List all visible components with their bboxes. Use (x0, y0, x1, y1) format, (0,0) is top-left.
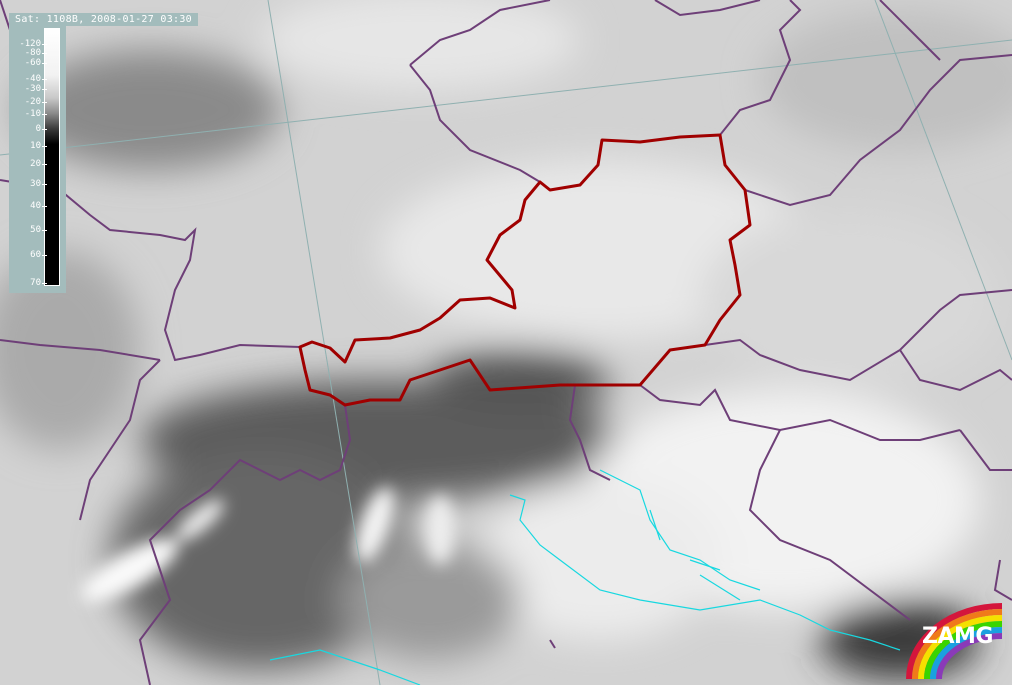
legend-tick: -60 (24, 58, 48, 68)
zamg-logo-text: ZAMG (922, 624, 993, 649)
legend-tick: 40 (30, 201, 47, 211)
austria-border (298, 133, 752, 407)
color-scale-bar (44, 28, 60, 286)
color-scale-legend: -120 -80 -60 -40 -30 -20 -10 0 10 20 30 … (9, 26, 66, 293)
legend-tick: 60 (30, 250, 47, 260)
legend-tick: 30 (30, 179, 47, 189)
legend-tick: 0 (35, 124, 48, 134)
zamg-rainbow-logo (906, 603, 1002, 679)
legend-tick: -80 (24, 48, 48, 58)
legend-tick: 70 (30, 278, 47, 288)
legend-tick: 20 (30, 159, 47, 169)
legend-tick: -10 (24, 109, 48, 119)
legend-tick: -120 (19, 39, 47, 49)
legend-tick: 50 (30, 225, 47, 235)
legend-tick: -30 (24, 84, 48, 94)
legend-tick: -40 (24, 74, 48, 84)
legend-tick: 10 (30, 141, 47, 151)
satellite-info-label: Sat: 1108B, 2008-01-27 03:30 (9, 13, 198, 26)
coastline (269, 469, 901, 685)
legend-tick: -20 (24, 97, 48, 107)
